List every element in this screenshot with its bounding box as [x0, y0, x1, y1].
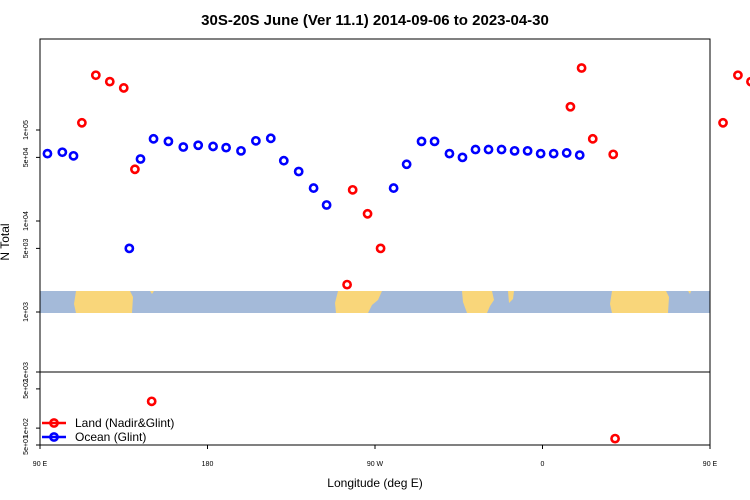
land-point [118, 83, 129, 93]
ocean-point [124, 243, 135, 254]
x-tick-label: 0 [541, 461, 545, 468]
ocean-point [178, 142, 189, 152]
ocean-point [496, 144, 507, 155]
ocean-point [548, 148, 559, 159]
ocean-point [278, 155, 289, 166]
map-land-new-caledonia [150, 291, 154, 294]
ocean-point [561, 148, 572, 158]
land-point [733, 70, 743, 81]
x-tick-label: 90 W [367, 461, 384, 468]
map-land-australia-repeat [610, 291, 669, 313]
land-point [565, 101, 576, 112]
land-point [342, 279, 352, 290]
y-tick-label: 1e+05 [23, 120, 30, 140]
y-tick-label: 1e+04 [23, 211, 30, 231]
land-point [375, 243, 386, 254]
ocean-point [483, 144, 494, 155]
land-point [718, 117, 728, 128]
land-point [746, 76, 750, 87]
ocean-point [401, 159, 412, 170]
ocean-point [308, 183, 319, 193]
legend-ocean-marker [49, 432, 59, 442]
x-tick-label: 90 E [703, 461, 718, 468]
land-point [104, 76, 115, 87]
plot-frame [39, 38, 711, 446]
y-tick-label: 5e+02 [23, 379, 30, 399]
ocean-point [68, 150, 79, 161]
ocean-point [321, 200, 332, 210]
legend-ocean-label: Ocean (Glint) [75, 430, 146, 444]
ocean-point [429, 136, 440, 147]
ocean-point [293, 166, 304, 177]
ocean-point [265, 133, 276, 144]
land-point [347, 184, 358, 195]
ocean-point [236, 145, 246, 156]
ocean-point [388, 183, 399, 193]
y-tick-label: 1e+02 [23, 418, 30, 438]
ocean-point [470, 144, 481, 155]
ocean-point [250, 135, 261, 146]
y-axis-label: N Total [0, 223, 12, 260]
ocean-point [444, 148, 455, 159]
map-land-new-caledonia-repeat [688, 291, 691, 294]
ocean-point [163, 136, 174, 147]
land-point [76, 117, 87, 128]
y-tick-label: 5e+03 [23, 238, 30, 258]
x-tick-label: 90 E [33, 461, 48, 468]
map-land-madagascar [508, 291, 514, 303]
ocean-point [193, 140, 204, 151]
land-point [576, 63, 587, 73]
x-tick-label: 180 [202, 461, 214, 468]
land-point [130, 164, 140, 175]
ocean-point [148, 133, 159, 144]
ocean-point [522, 145, 533, 156]
y-tick-label: 5e+01 [23, 435, 30, 455]
map-land-africa [462, 291, 494, 313]
ocean-point [535, 148, 546, 159]
ocean-point [574, 150, 585, 160]
ocean-point [208, 141, 218, 152]
ocean-point [57, 147, 68, 158]
legend-land-marker [49, 418, 59, 428]
land-point [362, 208, 373, 219]
y-tick-label: 1e+03 [23, 362, 30, 382]
legend-land-label: Land (Nadir&Glint) [75, 416, 174, 430]
chart-title: 30S-20S June (Ver 11.1) 2014-09-06 to 20… [201, 12, 549, 29]
y-tick-label: 5e+04 [23, 147, 30, 167]
land-point [610, 433, 620, 444]
ocean-point [42, 148, 53, 159]
ocean-point [509, 145, 520, 156]
axis-ticks: 90 E 180 90 W 0 90 E 1e+03 5e+03 1e+04 5e+04 1e+0… [23, 120, 718, 468]
data-points [42, 63, 750, 444]
legend: Land (Nadir&Glint) Ocean (Glint) [42, 416, 174, 444]
ocean-point [457, 152, 468, 163]
land-point [146, 396, 157, 407]
land-point [90, 70, 101, 81]
ocean-point [135, 154, 146, 164]
y-tick-label: 1e+03 [23, 302, 30, 322]
map-land-south-america [335, 291, 382, 313]
land-point [608, 149, 619, 160]
land-point [587, 133, 598, 144]
map-land-australia [74, 291, 133, 313]
map-strip [40, 291, 710, 313]
ocean-point [416, 136, 427, 147]
x-axis-label: Longitude (deg E) [327, 476, 422, 490]
ocean-point [221, 142, 232, 153]
